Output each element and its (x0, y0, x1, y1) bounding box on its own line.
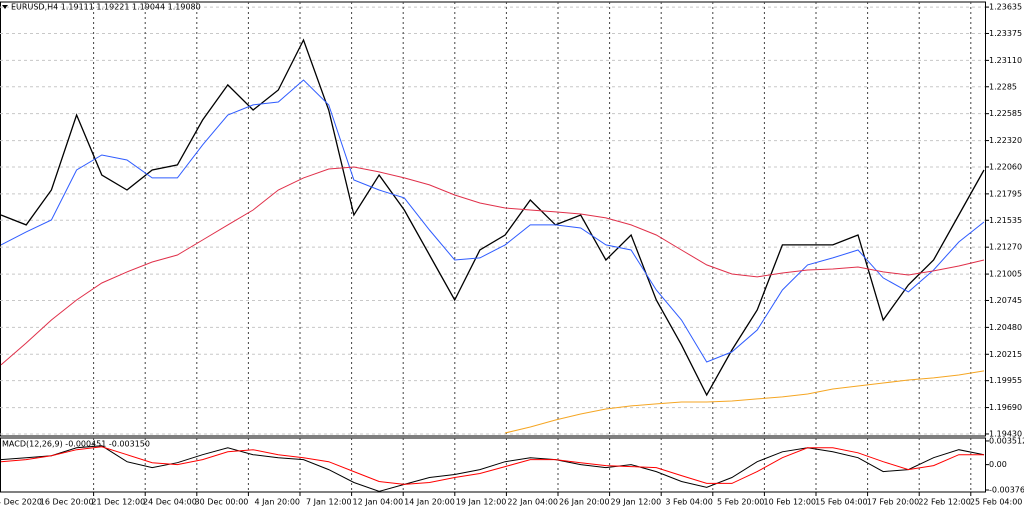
x-tick-label: 12 Jan 04:00 (353, 498, 404, 507)
x-tick-label: 4 Jan 20:00 (254, 498, 300, 507)
macd-title: MACD(12,26,9) -0.000451 -0.003150 (2, 440, 150, 449)
series-line (504, 370, 985, 434)
x-tick-label: 24 Dec 04:00 (143, 498, 197, 507)
x-tick-label: 10 Feb 12:00 (764, 498, 816, 507)
y-tick-label: 0.00 (989, 460, 1007, 469)
series-line (0, 38, 985, 397)
x-tick-label: 29 Jan 12:00 (611, 498, 662, 507)
y-tick-label: 1.22585 (989, 109, 1022, 118)
panel-frame (0, 1, 986, 437)
menu-triangle (2, 5, 8, 9)
y-tick-label: 1.19955 (989, 376, 1022, 385)
y-tick-label: 1.19430 (989, 429, 1022, 438)
x-tick-label: 14 Jan 20:00 (404, 498, 455, 507)
y-tick-label: 1.23375 (989, 29, 1022, 38)
y-tick-label: 1.20215 (989, 350, 1022, 359)
chart-title: EURUSD,H4 1.19111 1.19221 1.19044 1.1908… (11, 3, 201, 12)
series-line (0, 166, 985, 366)
y-tick-label: 1.23635 (989, 3, 1022, 12)
x-tick-label: 5 Feb 20:00 (717, 498, 764, 507)
y-tick-label: 1.20480 (989, 323, 1022, 332)
y-tick-label: -0.003765 (989, 486, 1024, 495)
y-tick-label: 1.21005 (989, 270, 1022, 279)
series-line (0, 445, 985, 492)
x-tick-label: 30 Dec 00:00 (195, 498, 249, 507)
y-tick-label: 1.21535 (989, 216, 1022, 225)
y-tick-label: 1.22060 (989, 162, 1022, 171)
y-tick-label: 1.2285 (989, 82, 1017, 91)
x-tick-label: 3 Feb 04:00 (665, 498, 712, 507)
x-tick-label: 16 Dec 20:00 (40, 498, 94, 507)
series-line (0, 79, 985, 363)
y-tick-label: 1.20745 (989, 296, 1022, 305)
y-tick-label: 0.003512 (989, 436, 1024, 445)
x-tick-label: 22 Jan 04:00 (507, 498, 558, 507)
x-tick-label: 14 Dec 2020 (0, 498, 42, 507)
x-tick-label: 25 Feb 04:00 (970, 498, 1022, 507)
x-tick-label: 17 Feb 20:00 (867, 498, 919, 507)
y-tick-label: 1.22320 (989, 136, 1022, 145)
x-tick-label: 15 Feb 04:00 (815, 498, 867, 507)
x-tick-label: 26 Jan 20:00 (559, 498, 610, 507)
y-tick-label: 1.21795 (989, 189, 1022, 198)
y-tick-label: 1.19690 (989, 403, 1022, 412)
x-tick-label: 22 Feb 12:00 (918, 498, 970, 507)
x-tick-label: 19 Jan 12:00 (456, 498, 507, 507)
y-tick-label: 1.21270 (989, 243, 1022, 252)
y-tick-label: 1.23110 (989, 56, 1022, 65)
x-tick-label: 7 Jan 12:00 (306, 498, 352, 507)
x-tick-label: 21 Dec 12:00 (91, 498, 145, 507)
series-line (0, 446, 984, 485)
